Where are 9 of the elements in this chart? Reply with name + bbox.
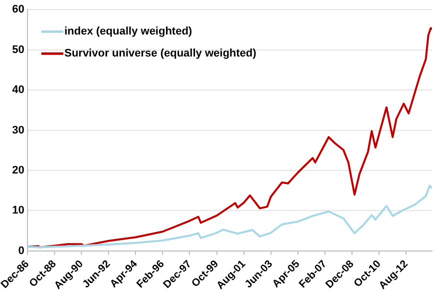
legend-label: Survivor universe (equally weighted) — [64, 48, 257, 60]
y-tick-label: 50 — [12, 44, 24, 56]
y-tick-label: 30 — [12, 124, 24, 136]
y-tick-label: 20 — [12, 164, 24, 177]
legend-label: index (equally weighted) — [64, 26, 192, 38]
y-tick-label: 60 — [12, 4, 24, 16]
y-tick-label: 0 — [18, 244, 24, 257]
y-tick-label: 40 — [12, 84, 24, 96]
y-tick-label: 10 — [12, 204, 24, 217]
